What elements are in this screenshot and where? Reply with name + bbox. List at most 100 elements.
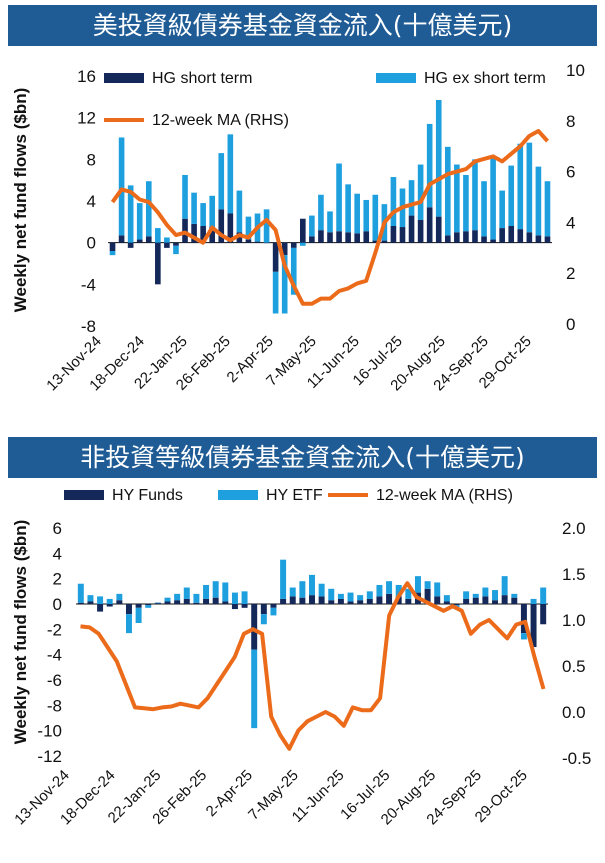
bar-ex-short-term (263, 209, 270, 243)
bar-ex-short-term (443, 595, 450, 602)
bar-ex-short-term (281, 255, 288, 314)
bar-short-term (236, 232, 243, 243)
bar-ex-short-term (517, 143, 524, 230)
legend-swatch (218, 490, 258, 500)
bar-short-term (231, 604, 238, 610)
bar-ex-short-term (174, 593, 181, 601)
bar-short-term (135, 604, 142, 608)
bar-ex-short-term (363, 199, 370, 232)
bar-short-term (454, 232, 460, 243)
bar-short-term (381, 240, 388, 243)
bar-short-term (263, 242, 270, 244)
bar-short-term (281, 242, 288, 256)
bar-short-term (540, 604, 547, 625)
bar-short-term (435, 216, 442, 243)
legend-label: HY Funds (112, 487, 183, 504)
bar-short-term (318, 230, 324, 243)
y2-tick-label: 1.5 (562, 565, 586, 584)
bar-short-term (183, 598, 190, 604)
bar-short-term (405, 598, 412, 604)
bar-short-term (434, 596, 441, 604)
bar-ex-short-term (227, 134, 234, 214)
bar-short-term (251, 604, 258, 650)
y-tick-label: 16 (77, 67, 96, 86)
bar-short-term (118, 235, 125, 243)
bar-ex-short-term (444, 146, 451, 236)
bar-ex-short-term (408, 180, 415, 216)
y2-tick-label: 0 (566, 315, 575, 334)
bar-short-term (164, 242, 170, 248)
bar-ex-short-term (155, 228, 161, 243)
bar-ex-short-term (164, 237, 170, 243)
bar-ex-short-term (376, 585, 383, 597)
bar-ex-short-term (357, 595, 364, 601)
bar-short-term (200, 226, 206, 243)
bar-ex-short-term (127, 185, 134, 243)
bar-short-term (417, 219, 424, 243)
bar-short-term (155, 242, 161, 285)
legend-label: 12-week MA (RHS) (152, 112, 289, 129)
bar-short-term (366, 598, 373, 604)
bar-ex-short-term (135, 607, 142, 623)
y-tick-label: -10 (37, 722, 62, 741)
bar-short-term (254, 241, 261, 243)
bar-short-term (453, 604, 460, 606)
bar-short-term (260, 604, 267, 615)
y2-tick-label: 2.0 (562, 519, 586, 538)
bar-ex-short-term (386, 581, 393, 594)
bar-short-term (173, 242, 179, 246)
bar-short-term (526, 232, 533, 243)
bar-ex-short-term (203, 585, 210, 599)
bar-ex-short-term (272, 271, 279, 314)
bar-short-term (492, 600, 499, 604)
bar-ex-short-term (492, 590, 499, 601)
bar-ex-short-term (245, 216, 252, 240)
bar-short-term (125, 604, 132, 615)
bar-short-term (222, 601, 229, 604)
bar-short-term (499, 228, 505, 243)
bar-ex-short-term (336, 163, 342, 232)
y-tick-label: 12 (77, 109, 96, 128)
bar-short-term (272, 242, 279, 272)
bar-short-term (463, 598, 470, 604)
bar-short-term (218, 209, 225, 243)
bar-ex-short-term (520, 633, 527, 640)
bar-ex-short-term (251, 649, 258, 729)
bar-short-term (347, 601, 354, 604)
bar-short-term (426, 207, 433, 243)
bar-ex-short-term (309, 215, 315, 237)
y2-tick-label: 8 (566, 112, 575, 131)
bar-ex-short-term (454, 164, 460, 233)
bar-short-term (363, 231, 370, 243)
bar-ex-short-term (145, 181, 152, 237)
bar-short-term (241, 604, 248, 608)
bar-short-term (511, 597, 518, 604)
chart-title-banner: 非投資等級債券基金資金流入(十億美元) (8, 437, 597, 478)
y-tick-label: 4 (53, 544, 62, 563)
bar-ex-short-term (191, 192, 197, 224)
bar-short-term (280, 598, 287, 604)
bar-short-term (535, 235, 542, 243)
bar-short-term (517, 229, 524, 243)
ma-line (110, 129, 549, 306)
bar-short-term (490, 239, 496, 243)
bar-ex-short-term (260, 614, 267, 625)
bar-short-term (97, 604, 104, 612)
bar-short-term (444, 235, 451, 243)
legend-label: HY ETF (266, 487, 323, 504)
y2-tick-label: 2 (566, 264, 575, 283)
bar-ex-short-term (136, 203, 143, 240)
bar-short-term (154, 602, 161, 604)
y2-tick-label: 0.0 (562, 703, 586, 722)
y-tick-label: -12 (37, 747, 62, 766)
bar-ex-short-term (426, 123, 433, 208)
bar-short-term (372, 240, 379, 243)
bar-short-term (386, 593, 393, 604)
y2-tick-label: 0.5 (562, 657, 586, 676)
bar-short-term (408, 215, 415, 243)
bar-short-term (530, 604, 537, 648)
bar-short-term (390, 226, 397, 243)
y2-tick-label: 1.0 (562, 611, 586, 630)
bar-short-term (270, 604, 277, 608)
bar-short-term (209, 227, 216, 243)
